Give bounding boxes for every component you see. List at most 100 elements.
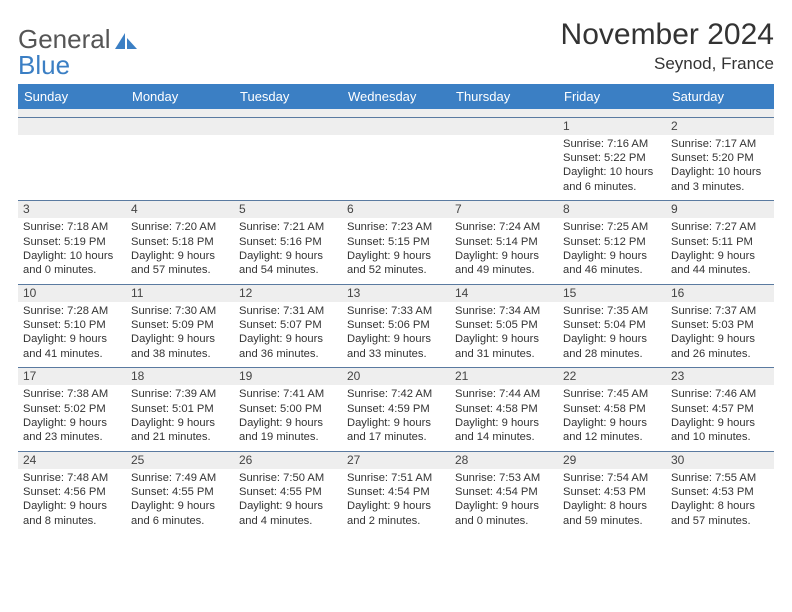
daylight-text: and 36 minutes. [239, 347, 337, 361]
day-details: Sunrise: 7:53 AMSunset: 4:54 PMDaylight:… [450, 469, 558, 534]
daylight-text: Daylight: 8 hours [563, 499, 661, 513]
sunset-text: Sunset: 4:58 PM [563, 402, 661, 416]
day-details: Sunrise: 7:49 AMSunset: 4:55 PMDaylight:… [126, 469, 234, 534]
weekday-header: Sunday [18, 84, 126, 109]
page-header: General November 2024 Seynod, France [18, 18, 774, 74]
sunset-text: Sunset: 4:53 PM [671, 485, 769, 499]
sunrise-text: Sunrise: 7:27 AM [671, 220, 769, 234]
daylight-text: and 10 minutes. [671, 430, 769, 444]
daylight-text: Daylight: 9 hours [455, 249, 553, 263]
sunset-text: Sunset: 5:15 PM [347, 235, 445, 249]
day-number: 14 [450, 285, 558, 302]
daylight-text: Daylight: 9 hours [131, 416, 229, 430]
day-details: Sunrise: 7:33 AMSunset: 5:06 PMDaylight:… [342, 302, 450, 367]
calendar-day-cell: 4Sunrise: 7:20 AMSunset: 5:18 PMDaylight… [126, 201, 234, 285]
daylight-text: Daylight: 9 hours [239, 499, 337, 513]
sunset-text: Sunset: 5:22 PM [563, 151, 661, 165]
sunrise-text: Sunrise: 7:16 AM [563, 137, 661, 151]
sunset-text: Sunset: 5:06 PM [347, 318, 445, 332]
day-number: 2 [666, 118, 774, 135]
sunrise-text: Sunrise: 7:49 AM [131, 471, 229, 485]
day-details: Sunrise: 7:28 AMSunset: 5:10 PMDaylight:… [18, 302, 126, 367]
daylight-text: and 3 minutes. [671, 180, 769, 194]
day-number: 29 [558, 452, 666, 469]
daylight-text: and 28 minutes. [563, 347, 661, 361]
day-number: 1 [558, 118, 666, 135]
calendar-week-row: 24Sunrise: 7:48 AMSunset: 4:56 PMDayligh… [18, 451, 774, 534]
daylight-text: and 49 minutes. [455, 263, 553, 277]
day-number: 30 [666, 452, 774, 469]
calendar-week-row: 10Sunrise: 7:28 AMSunset: 5:10 PMDayligh… [18, 284, 774, 368]
calendar-day-cell: 9Sunrise: 7:27 AMSunset: 5:11 PMDaylight… [666, 201, 774, 285]
sunset-text: Sunset: 5:20 PM [671, 151, 769, 165]
calendar-week-row: 1 Sunrise: 7:16 AMSunset: 5:22 PMDaylight… [18, 117, 774, 201]
sunset-text: Sunset: 5:19 PM [23, 235, 121, 249]
calendar-day-cell: 11Sunrise: 7:30 AMSunset: 5:09 PMDayligh… [126, 284, 234, 368]
sunset-text: Sunset: 4:56 PM [23, 485, 121, 499]
day-number: 4 [126, 201, 234, 218]
daylight-text: and 19 minutes. [239, 430, 337, 444]
sunrise-text: Sunrise: 7:50 AM [239, 471, 337, 485]
sunset-text: Sunset: 4:59 PM [347, 402, 445, 416]
daylight-text: Daylight: 9 hours [347, 416, 445, 430]
day-details: Sunrise: 7:51 AMSunset: 4:54 PMDaylight:… [342, 469, 450, 534]
daylight-text: Daylight: 9 hours [671, 332, 769, 346]
daylight-text: and 23 minutes. [23, 430, 121, 444]
weekday-header: Monday [126, 84, 234, 109]
day-number: 20 [342, 368, 450, 385]
calendar-day-cell: 13Sunrise: 7:33 AMSunset: 5:06 PMDayligh… [342, 284, 450, 368]
day-details: Sunrise: 7:50 AMSunset: 4:55 PMDaylight:… [234, 469, 342, 534]
sunrise-text: Sunrise: 7:31 AM [239, 304, 337, 318]
day-number: 7 [450, 201, 558, 218]
daylight-text: Daylight: 9 hours [347, 499, 445, 513]
sunrise-text: Sunrise: 7:20 AM [131, 220, 229, 234]
sunrise-text: Sunrise: 7:38 AM [23, 387, 121, 401]
calendar-day-cell [342, 117, 450, 201]
sunset-text: Sunset: 5:11 PM [671, 235, 769, 249]
sunset-text: Sunset: 5:18 PM [131, 235, 229, 249]
day-number: 25 [126, 452, 234, 469]
daylight-text: and 14 minutes. [455, 430, 553, 444]
day-details: Sunrise: 7:42 AMSunset: 4:59 PMDaylight:… [342, 385, 450, 450]
daylight-text: Daylight: 9 hours [131, 332, 229, 346]
sunrise-text: Sunrise: 7:54 AM [563, 471, 661, 485]
sunrise-text: Sunrise: 7:46 AM [671, 387, 769, 401]
day-details: Sunrise: 7:41 AMSunset: 5:00 PMDaylight:… [234, 385, 342, 450]
calendar-day-cell: 2Sunrise: 7:17 AMSunset: 5:20 PMDaylight… [666, 117, 774, 201]
sunrise-text: Sunrise: 7:17 AM [671, 137, 769, 151]
daylight-text: and 33 minutes. [347, 347, 445, 361]
daylight-text: Daylight: 9 hours [239, 416, 337, 430]
calendar-day-cell: 26Sunrise: 7:50 AMSunset: 4:55 PMDayligh… [234, 451, 342, 534]
sunset-text: Sunset: 5:03 PM [671, 318, 769, 332]
day-details: Sunrise: 7:20 AMSunset: 5:18 PMDaylight:… [126, 218, 234, 283]
calendar-day-cell: 17Sunrise: 7:38 AMSunset: 5:02 PMDayligh… [18, 368, 126, 452]
daylight-text: Daylight: 9 hours [563, 249, 661, 263]
day-details: Sunrise: 7:44 AMSunset: 4:58 PMDaylight:… [450, 385, 558, 450]
day-details: Sunrise: 7:54 AMSunset: 4:53 PMDaylight:… [558, 469, 666, 534]
day-details: Sunrise: 7:27 AMSunset: 5:11 PMDaylight:… [666, 218, 774, 283]
daylight-text: Daylight: 10 hours [23, 249, 121, 263]
calendar-day-cell: 5Sunrise: 7:21 AMSunset: 5:16 PMDaylight… [234, 201, 342, 285]
day-number: 12 [234, 285, 342, 302]
sunrise-text: Sunrise: 7:41 AM [239, 387, 337, 401]
sunrise-text: Sunrise: 7:23 AM [347, 220, 445, 234]
calendar-day-cell: 7Sunrise: 7:24 AMSunset: 5:14 PMDaylight… [450, 201, 558, 285]
sunset-text: Sunset: 4:55 PM [239, 485, 337, 499]
sunrise-text: Sunrise: 7:48 AM [23, 471, 121, 485]
calendar-day-cell: 16Sunrise: 7:37 AMSunset: 5:03 PMDayligh… [666, 284, 774, 368]
title-block: November 2024 Seynod, France [561, 18, 774, 74]
month-title: November 2024 [561, 18, 774, 52]
sunset-text: Sunset: 4:53 PM [563, 485, 661, 499]
day-details: Sunrise: 7:21 AMSunset: 5:16 PMDaylight:… [234, 218, 342, 283]
daylight-text: Daylight: 9 hours [347, 249, 445, 263]
day-details: Sunrise: 7:35 AMSunset: 5:04 PMDaylight:… [558, 302, 666, 367]
daylight-text: and 46 minutes. [563, 263, 661, 277]
calendar-day-cell: 14Sunrise: 7:34 AMSunset: 5:05 PMDayligh… [450, 284, 558, 368]
calendar-day-cell: 27Sunrise: 7:51 AMSunset: 4:54 PMDayligh… [342, 451, 450, 534]
day-details: Sunrise: 7:45 AMSunset: 4:58 PMDaylight:… [558, 385, 666, 450]
weekday-header: Saturday [666, 84, 774, 109]
sunset-text: Sunset: 5:09 PM [131, 318, 229, 332]
daylight-text: Daylight: 10 hours [563, 165, 661, 179]
daylight-text: Daylight: 9 hours [131, 249, 229, 263]
daylight-text: Daylight: 9 hours [131, 499, 229, 513]
